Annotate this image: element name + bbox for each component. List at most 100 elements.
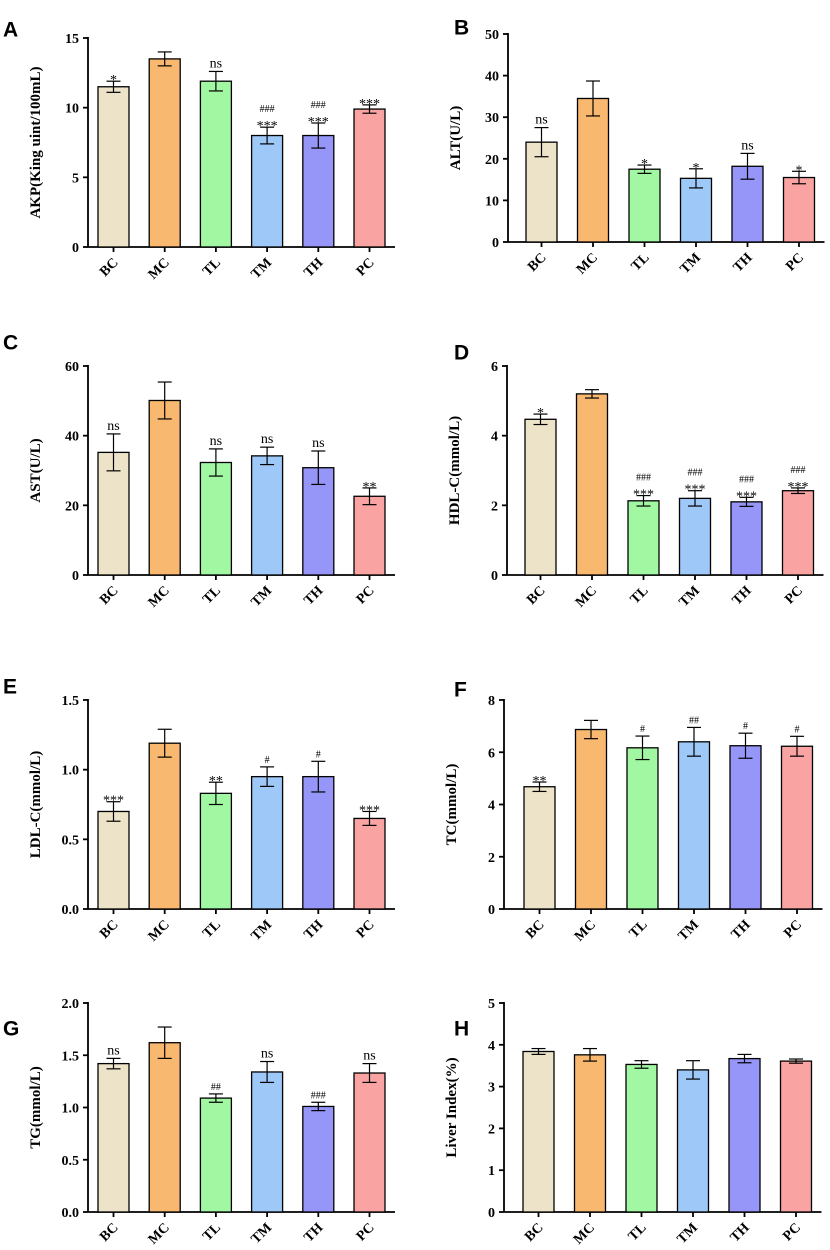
y-tick-label: 8 (488, 694, 495, 709)
category-label: MC (574, 250, 601, 277)
bar-th (302, 1105, 335, 1213)
bar-tl (199, 461, 233, 576)
category-label: MC (146, 583, 173, 610)
category-label: TH (728, 1220, 753, 1245)
category-label: TH (731, 250, 756, 275)
bar-pc (782, 176, 816, 243)
category-label: TH (301, 255, 326, 280)
hash-significance-label: # (265, 755, 270, 766)
category-label: TH (301, 583, 326, 608)
panel-letter: E (3, 675, 17, 698)
y-tick-label: 1.0 (62, 1102, 80, 1117)
significance-label: ** (363, 480, 377, 495)
bar-th (730, 501, 763, 576)
bar-pc (779, 1060, 813, 1213)
panel-letter: C (3, 331, 18, 354)
bar-bc (97, 86, 130, 248)
bar-pc (781, 490, 815, 576)
significance-label: * (693, 161, 700, 176)
bar-bc (525, 141, 558, 243)
category-label: TH (729, 917, 754, 942)
category-label: TH (730, 583, 755, 608)
bar-pc (353, 108, 386, 248)
panel-letter: H (454, 1017, 469, 1040)
y-tick-label: 4 (488, 1039, 495, 1054)
bar-tl (628, 168, 661, 243)
category-label: TM (249, 255, 276, 282)
bar-tm (676, 1069, 710, 1213)
significance-label: ns (107, 419, 119, 434)
category-label: TL (628, 583, 652, 607)
hash-significance-label: # (640, 724, 645, 735)
category-label: PC (354, 255, 378, 279)
bar-mc (148, 742, 181, 910)
y-tick-label: 0 (491, 569, 498, 584)
category-label: MC (146, 255, 173, 282)
category-label: TM (678, 250, 705, 277)
y-tick-label: 0 (488, 1206, 495, 1221)
y-axis-label: LDL-C(mmol/L) (28, 751, 44, 859)
category-label: PC (780, 1220, 804, 1244)
y-axis-label: HDL-C(mmol/L) (447, 416, 463, 525)
y-tick-label: 0.5 (62, 1154, 80, 1169)
y-tick-label: 10 (65, 102, 79, 117)
bar-mc (148, 1042, 181, 1213)
category-label: PC (354, 583, 378, 607)
category-label: MC (146, 1220, 173, 1247)
bar-pc (353, 1072, 386, 1213)
significance-label: *** (257, 119, 278, 134)
bar-mc (574, 728, 608, 910)
bar-bc (524, 418, 557, 576)
bar-mc (148, 399, 181, 576)
significance-label: *** (103, 794, 124, 809)
category-label: TM (677, 583, 704, 610)
hash-significance-label: ### (636, 473, 651, 484)
panel-b: B ALT(U/L) 0 10 20 30 40 50 BC ns MC TL * TM * TH ns PC * (448, 16, 825, 278)
bar-mc (148, 58, 181, 248)
y-tick-label: 1.5 (62, 1049, 80, 1064)
y-tick-label: 1.0 (62, 764, 80, 779)
significance-label: ** (533, 774, 547, 789)
significance-label: *** (308, 115, 329, 130)
significance-label: ** (209, 774, 223, 789)
category-label: PC (354, 917, 378, 941)
bar-bc (522, 1050, 555, 1213)
hash-significance-label: ### (739, 474, 754, 485)
hash-significance-label: ### (791, 465, 806, 476)
category-label: TH (301, 1220, 326, 1245)
y-tick-label: 0 (72, 241, 79, 256)
significance-label: *** (359, 97, 380, 112)
y-tick-label: 50 (485, 28, 499, 43)
y-tick-label: 40 (485, 70, 499, 85)
y-tick-label: 5 (72, 171, 79, 186)
panel-e: E LDL-C(mmol/L) 0.0 0.5 1.0 1.5 BC *** MC TL ** TM #… (3, 675, 395, 945)
bar-mc (576, 97, 610, 243)
category-label: TL (200, 917, 224, 941)
significance-label: ns (261, 432, 273, 447)
bar-mc (573, 1054, 607, 1213)
y-axis-label: AST(U/L) (28, 438, 44, 502)
y-tick-label: 1.5 (62, 694, 80, 709)
bar-th (729, 745, 762, 910)
y-tick-label: 0.0 (62, 1206, 80, 1221)
significance-label: * (537, 406, 544, 421)
category-label: TH (301, 917, 326, 942)
significance-label: ns (261, 1047, 273, 1062)
category-label: TM (249, 917, 276, 944)
category-label: TL (200, 583, 224, 607)
category-label: TL (200, 255, 224, 279)
category-label: PC (783, 250, 807, 274)
bar-bc (97, 1062, 130, 1213)
hash-significance-label: ### (311, 100, 326, 111)
y-tick-label: 4 (488, 799, 495, 814)
y-tick-label: 15 (65, 32, 79, 47)
y-tick-label: 0.5 (62, 833, 80, 848)
y-tick-label: 4 (491, 430, 498, 445)
bar-tl (627, 500, 660, 576)
panel-f: F TC(mmol/L) 0 2 4 6 8 BC ** MC TL # TM ## TH # PC # (444, 678, 823, 945)
panel-letter: A (3, 18, 18, 41)
y-axis-label: Liver Index(%) (444, 1057, 460, 1157)
hash-significance-label: ### (260, 104, 275, 115)
significance-label: * (641, 157, 648, 172)
significance-label: * (796, 163, 803, 178)
